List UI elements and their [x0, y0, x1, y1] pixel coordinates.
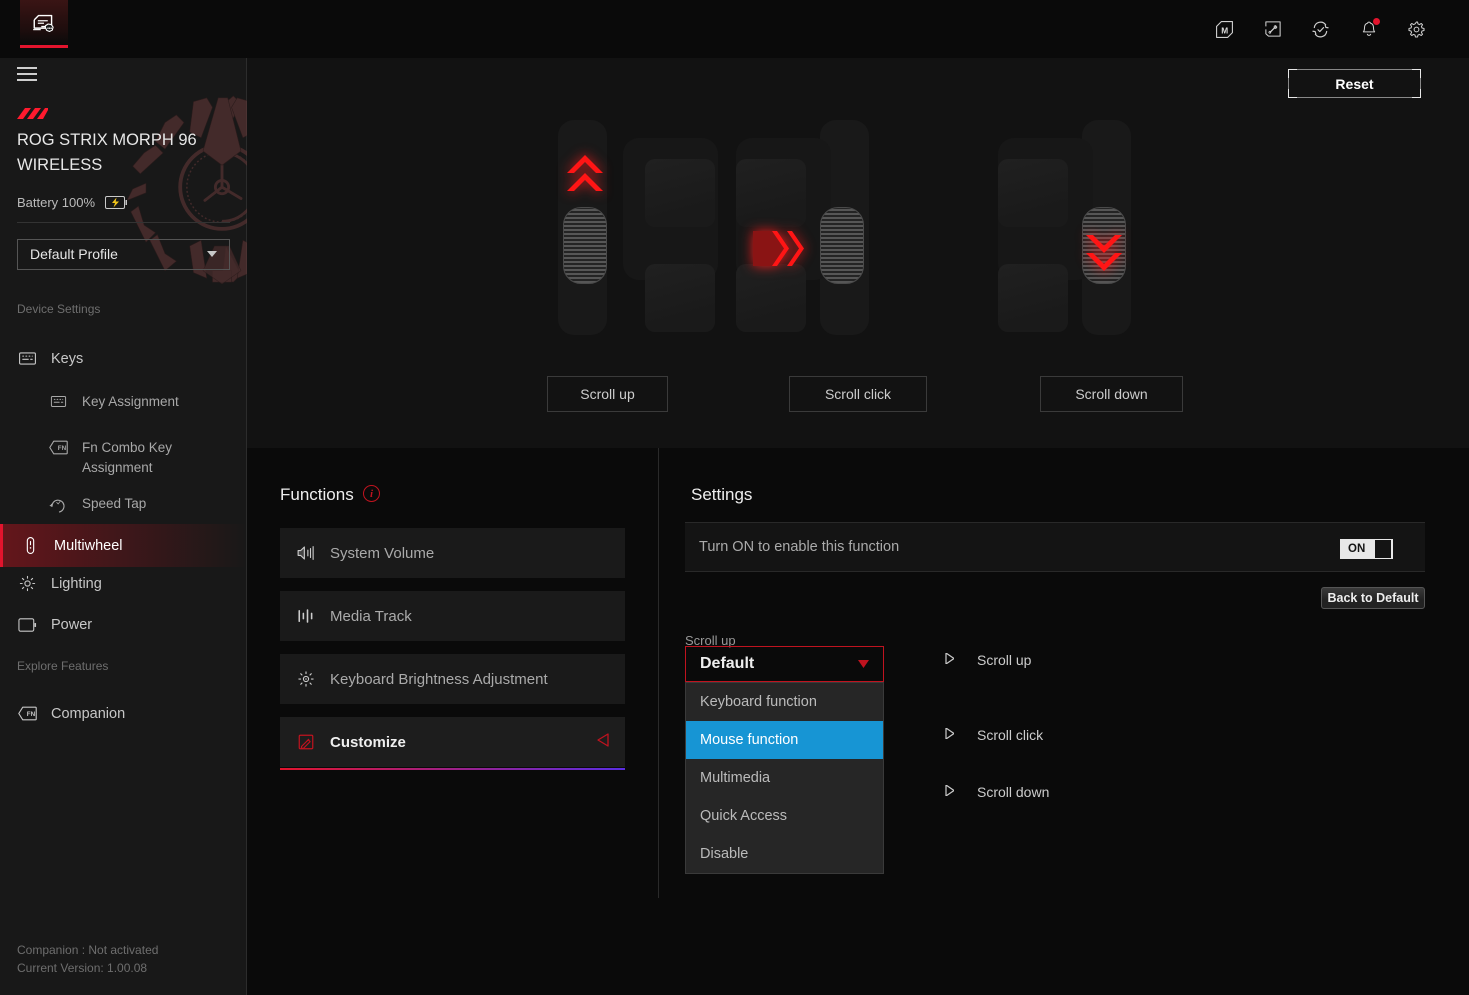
svg-text:FN: FN — [57, 445, 66, 452]
svg-text:M: M — [1221, 25, 1228, 35]
svg-text:FN: FN — [26, 711, 35, 718]
